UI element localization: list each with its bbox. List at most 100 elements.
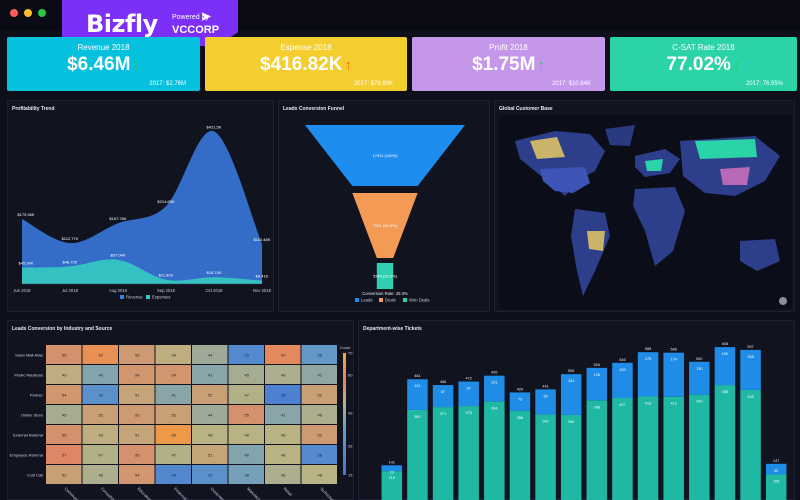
- heatmap-cell: [192, 405, 228, 424]
- kpi-card-revenue[interactable]: Revenue 2018 $6.46M ↑ 2017: $2.76M: [7, 37, 200, 91]
- funnel-stage-leads: [305, 125, 465, 186]
- heatmap-cell-value: 30: [208, 473, 213, 478]
- heatmap-cell-value: 49: [99, 433, 104, 438]
- heatmap-cell: [155, 445, 191, 464]
- minimize-window-button[interactable]: [24, 9, 32, 17]
- bar-total-label: 441: [542, 384, 548, 388]
- heatmap-cell-value: 62: [99, 353, 104, 358]
- maximize-window-button[interactable]: [38, 9, 46, 17]
- bar-total-label: 458: [440, 380, 446, 384]
- heatmap-cell-value: 51: [135, 393, 140, 398]
- heatmap-cell: [46, 465, 82, 484]
- bar-segment-label: 413: [645, 401, 651, 405]
- heatmap-cell-value: 44: [208, 413, 213, 418]
- panel-title: Leads Conversion by Industry and Source: [12, 326, 113, 332]
- heatmap-cell: [82, 345, 118, 364]
- heatmap-cell: [228, 445, 264, 464]
- x-tick-label: Aug 2018: [109, 288, 128, 293]
- bar-segment-label: 121: [414, 384, 420, 388]
- bar-segment-label: 139: [619, 368, 625, 372]
- trend-up-icon: ↑: [132, 57, 140, 74]
- heatmap-column-label: Financial Services: [173, 486, 199, 500]
- heatmap-cell-value: 30: [99, 393, 104, 398]
- legend-tick: 15: [348, 473, 353, 478]
- heatmap-cell-value: 35: [318, 353, 323, 358]
- funnel-stage-deals: [352, 193, 418, 258]
- heatmap-cell-value: 42: [318, 373, 323, 378]
- heatmap-cell: [265, 465, 301, 484]
- heatmap-row-label: Partner: [30, 393, 44, 398]
- bar-segment-label: 458: [722, 390, 728, 394]
- x-tick-label: Sep 2018: [157, 288, 176, 293]
- kpi-card-profit[interactable]: Profit 2018 $1.75M ↑ 2017: $10.64K: [412, 37, 605, 91]
- heatmap-cell-value: 41: [208, 373, 213, 378]
- legend-swatch: [120, 295, 124, 299]
- bar-segment: [740, 389, 761, 500]
- heatmap-cell: [119, 385, 155, 404]
- heatmap-column-label: Education: [137, 486, 153, 500]
- heatmap-cell-value: 52: [318, 393, 323, 398]
- data-label: $179.36K: [17, 212, 34, 217]
- bar-segment: [740, 349, 761, 390]
- kpi-title: Expense 2018: [280, 43, 332, 52]
- heatmap-cell: [192, 385, 228, 404]
- legend-label: Revenue: [126, 295, 143, 300]
- map-canada-accent: [530, 137, 565, 159]
- x-tick-label: Jun 2018: [13, 288, 31, 293]
- heatmap-cell: [82, 425, 118, 444]
- heatmap-cell-value: 53: [318, 433, 323, 438]
- heatmap-cell: [155, 405, 191, 424]
- heatmap-cell-value: 41: [172, 393, 177, 398]
- bar-segment: [484, 375, 505, 402]
- heatmap-column-label: Communications: [64, 486, 89, 500]
- heatmap-cell-value: 40: [245, 453, 250, 458]
- heatmap-cell-value: 38: [245, 473, 250, 478]
- area-series-expenses: [22, 259, 262, 284]
- heatmap-color-scale: [343, 353, 346, 475]
- legend-swatch: [379, 298, 383, 302]
- kpi-title: C-SAT Rate 2018: [672, 43, 735, 52]
- x-tick-label: Jul 2018: [62, 288, 79, 293]
- heatmap-cell: [301, 365, 337, 384]
- bar-segment-label: 175: [645, 357, 651, 361]
- data-label: $48.72K: [63, 259, 78, 264]
- heatmap-column-label: Government: [210, 486, 230, 500]
- department-tickets-bar-chart: 118 23 141 360 121 481 371 87 458 375 97 472 394 101 4…: [381, 342, 787, 500]
- funnel-stage-label: 7311 (40.8%): [373, 223, 397, 228]
- heatmap-cell-value: 48: [318, 473, 323, 478]
- heatmap-cell-value: 48: [281, 433, 286, 438]
- close-window-button[interactable]: [10, 9, 18, 17]
- legend-tick: 70: [348, 351, 353, 356]
- heatmap-cell-value: 52: [208, 393, 213, 398]
- funnel-footnote: Conversion Rate: 29.3%: [362, 291, 408, 296]
- bar-total-label: 546: [619, 358, 625, 362]
- heatmap-cell: [119, 465, 155, 484]
- legend-tick: 60: [348, 373, 353, 378]
- kpi-value: $1.75M ↑: [472, 54, 545, 75]
- bar-segment: [432, 407, 454, 500]
- funnel-stage-label: 17911 (100%): [373, 153, 399, 158]
- bar-total-label: 597: [747, 345, 753, 349]
- heatmap-cell-value: 57: [62, 453, 67, 458]
- bar-segment: [637, 352, 659, 397]
- bar-total-label: 481: [414, 374, 420, 378]
- bar-segment: [714, 385, 736, 500]
- bar-segment: [612, 397, 633, 500]
- heatmap-row-label: Online Store: [21, 413, 44, 418]
- heatmap-row-label: Cold Call: [27, 473, 43, 478]
- bar-segment: [663, 352, 684, 397]
- bar-segment-label: 73: [518, 397, 522, 401]
- kpi-card-expense[interactable]: Expense 2018 $416.82K ↑ 2017: $79.83K: [205, 37, 407, 91]
- kpi-card-csat[interactable]: C-SAT Rate 2018 77.02% ↑ 2017: 76.95%: [610, 37, 797, 91]
- heatmap-cell: [155, 385, 191, 404]
- bar-segment-label: 87: [441, 390, 445, 394]
- legend-swatch: [403, 298, 407, 302]
- trend-up-icon: ↑: [732, 57, 741, 74]
- heatmap-cell: [82, 385, 118, 404]
- data-label: $112.77K: [62, 236, 79, 241]
- partner-logo: VCCORP: [172, 24, 220, 36]
- legend-swatch: [355, 298, 359, 302]
- heatmap-cell-value: 20: [281, 393, 286, 398]
- legend-title: Count: [340, 345, 352, 350]
- bar-total-label: 608: [722, 342, 728, 346]
